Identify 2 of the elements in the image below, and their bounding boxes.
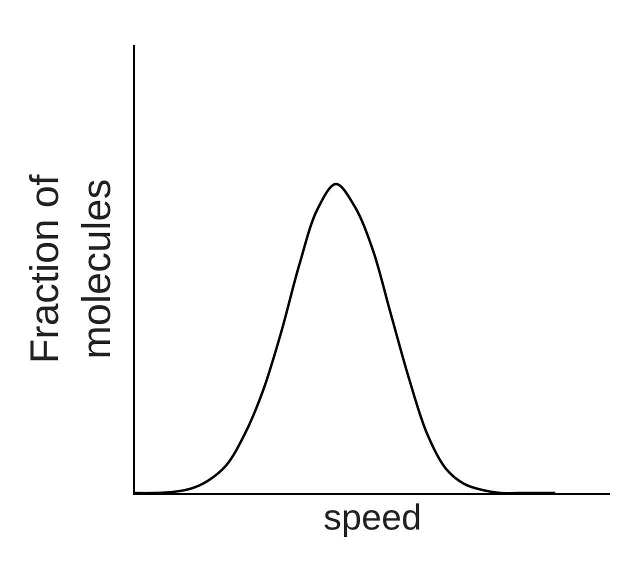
y-axis-title: Fraction of molecules <box>23 174 119 364</box>
x-axis-title: speed <box>323 496 422 538</box>
